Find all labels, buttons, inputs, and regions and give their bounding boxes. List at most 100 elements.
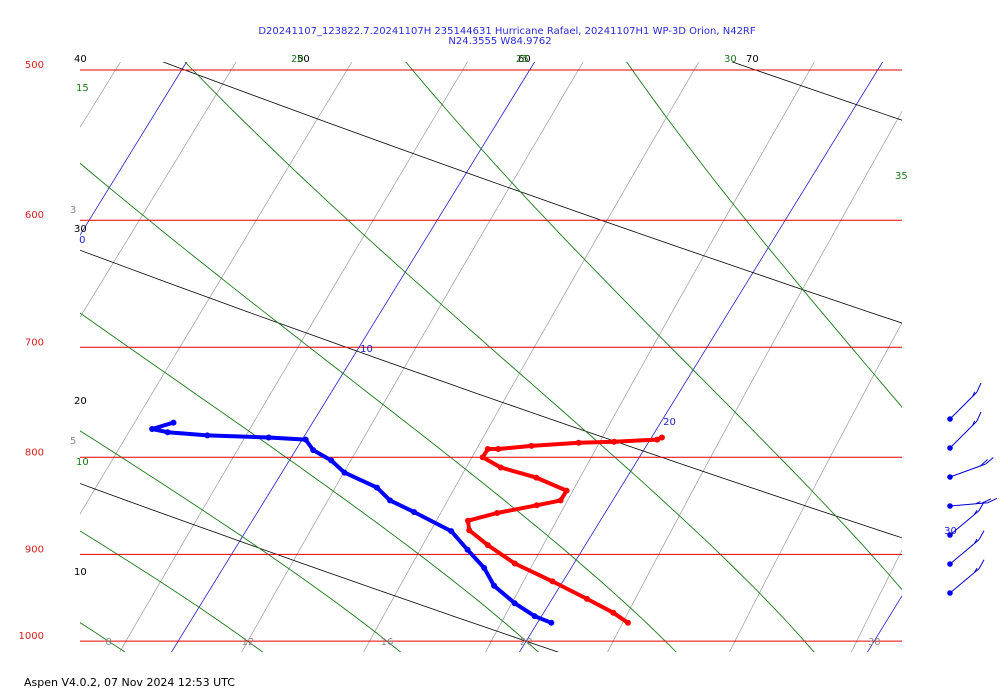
mixing-ratio-line	[80, 62, 237, 318]
mixing-ratio-line	[0, 36, 21, 665]
temperature-point	[575, 439, 582, 446]
wind-barb-staff	[949, 568, 980, 594]
dewpoint-point	[341, 469, 348, 476]
mixing-ratio-label: 5	[70, 436, 76, 447]
temperature-point	[466, 527, 473, 534]
dewpoint-point	[328, 457, 335, 464]
pressure-label: 600	[25, 210, 44, 221]
wind-barb-half-flag	[974, 509, 978, 515]
temperature-point	[549, 578, 556, 585]
isotherm-label: 10	[360, 344, 373, 355]
isotherm-label: 0	[79, 235, 85, 246]
dry-adiabat-label: 40	[74, 54, 87, 65]
wind-barb	[947, 501, 985, 538]
wind-barb-half-flag	[974, 567, 978, 573]
dewpoint-trace-line	[150, 420, 554, 625]
temperature-point	[495, 446, 502, 452]
temperature-point	[511, 560, 518, 567]
chart-title: D20241107_123822.7.20241107H 235144631 H…	[258, 26, 756, 37]
wind-barb-staff	[949, 463, 986, 478]
moist-adiabat-line	[80, 312, 539, 652]
wind-barb-dot	[947, 445, 953, 451]
isotherm-label: 20	[663, 417, 676, 428]
moist-adiabat-line	[184, 62, 815, 652]
mixing-ratio-line	[363, 62, 700, 652]
temperature-tick-label: 30	[868, 637, 881, 648]
dry-adiabat-label: 70	[746, 54, 759, 65]
temperature-point	[584, 595, 590, 602]
mixing-ratio-line	[119, 62, 468, 652]
wind-barb-half-flag	[975, 501, 981, 505]
dry-adiabat-label: 20	[74, 396, 87, 407]
temperature-point	[465, 517, 471, 524]
mixing-ratio-line	[607, 110, 902, 652]
moist-adiabat-line	[80, 162, 677, 652]
dry-adiabat-label: 30	[74, 224, 87, 235]
dewpoint-point	[448, 528, 455, 535]
dry-adiabat-line	[731, 62, 902, 121]
moist-adiabat-label: 10	[76, 457, 89, 468]
wind-barb-dot	[947, 416, 953, 422]
line-labels: 81216203040-1001020301020304050607010152…	[70, 54, 957, 648]
dewpoint-point	[531, 613, 538, 620]
dry-adiabat-line	[80, 483, 560, 652]
dry-adiabat-label: 50	[297, 54, 310, 65]
wind-barb-flag	[978, 501, 985, 511]
temperature-point	[494, 510, 501, 516]
isotherm-line	[80, 62, 188, 236]
moist-adiabat-line	[405, 62, 902, 591]
sounding-traces	[149, 419, 665, 626]
dewpoint-point	[149, 426, 156, 432]
dewpoint-point	[374, 484, 380, 491]
wind-barb	[947, 382, 982, 422]
temperature-tick-label: 12	[241, 637, 254, 648]
isotherm-line	[867, 595, 902, 652]
temperature-point	[484, 542, 491, 549]
temperature-point	[497, 464, 504, 471]
dewpoint-point	[310, 447, 317, 454]
wind-barb-staff	[949, 510, 980, 536]
moist-adiabat-label: 35	[895, 171, 908, 182]
dewpoint-point	[548, 619, 555, 626]
wind-barb-dot	[947, 590, 953, 596]
wind-barb	[947, 411, 982, 451]
temperature-point	[611, 438, 618, 445]
mixing-ratio-line	[80, 62, 353, 515]
dewpoint-point	[491, 582, 498, 589]
temperature-tick-label: 16	[381, 637, 394, 648]
moist-adiabat-label: 20	[291, 54, 304, 65]
pressure-label: 800	[25, 447, 44, 458]
pressure-label: 1000	[19, 631, 44, 642]
wind-barb-dot	[947, 561, 953, 567]
pressure-labels: 500 600 700 800 900 1000	[19, 60, 44, 642]
dewpoint-point	[387, 497, 393, 504]
moist-adiabat-label: 15	[76, 83, 89, 94]
temperature-point	[654, 436, 661, 443]
wind-barb-flag	[976, 411, 982, 422]
mixing-ratio-line	[851, 549, 902, 652]
moist-adiabat-line	[80, 430, 402, 652]
wind-barb-staff	[949, 391, 978, 420]
pressure-label: 500	[25, 60, 44, 71]
wind-barb-flag	[976, 382, 982, 393]
temperature-tick-label: 8	[105, 637, 111, 648]
isotherm-label: 30	[944, 526, 957, 537]
wind-barb-dot	[947, 503, 953, 509]
wind-barb	[947, 497, 998, 509]
temperature-tick-label: 20	[520, 637, 533, 648]
wind-barb-flag	[978, 559, 985, 569]
temperature-point	[624, 619, 631, 626]
dry-adiabat-label: 10	[74, 567, 87, 578]
wind-barbs	[947, 382, 998, 596]
wind-barb-staff	[949, 502, 988, 507]
mixing-ratio-label: 3	[70, 205, 76, 216]
mixing-ratio-line	[241, 62, 584, 652]
wind-barb	[947, 559, 985, 596]
wind-barb-staff	[949, 539, 980, 565]
temperature-point	[658, 434, 665, 441]
wind-barb-half-flag	[972, 391, 976, 397]
temperature-point	[563, 487, 570, 494]
temperature-point	[528, 442, 535, 449]
